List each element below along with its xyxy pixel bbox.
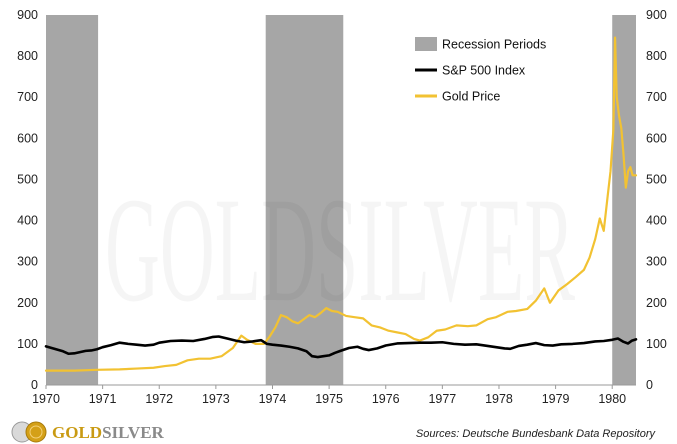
y-tick-right-label: 100 <box>646 337 667 351</box>
y-tick-left-label: 200 <box>17 296 38 310</box>
y-tick-right-label: 800 <box>646 49 667 63</box>
y-tick-left-label: 700 <box>17 90 38 104</box>
y-tick-right-label: 700 <box>646 90 667 104</box>
source-note: Sources: Deutsche Bundesbank Data Reposi… <box>416 428 657 440</box>
goldsilver-logo: GOLDSILVER <box>11 421 165 443</box>
legend-label-recession-periods: Recession Periods <box>442 38 546 52</box>
y-tick-right-label: 900 <box>646 8 667 22</box>
recession-bands <box>46 15 636 385</box>
y-tick-left-label: 600 <box>17 131 38 145</box>
gold-price-line <box>44 36 638 372</box>
x-tick-label: 1980 <box>598 392 626 406</box>
sp500-line <box>44 335 638 359</box>
x-tick-label: 1974 <box>259 392 287 406</box>
x-tick-label: 1979 <box>542 392 570 406</box>
recession-band-2 <box>265 15 344 385</box>
logo-silver-text: SILVER <box>102 423 164 442</box>
legend-label-gold-price: Gold Price <box>442 90 500 104</box>
logo-gold-text: GOLD <box>52 423 102 442</box>
y-tick-right-label: 600 <box>646 131 667 145</box>
axes: 0 100 200 300 400 500 600 700 800 900 0 100 200 300 40… <box>17 8 667 406</box>
recession-band-1 <box>46 15 99 385</box>
legend-label-s-p-500-index: S&P 500 Index <box>442 64 526 78</box>
y-tick-left-label: 400 <box>17 214 38 228</box>
x-tick-label: 1976 <box>372 392 400 406</box>
legend-swatch-recession-periods <box>415 37 437 51</box>
x-tick-label: 1978 <box>485 392 513 406</box>
y-tick-left-label: 0 <box>31 378 38 392</box>
y-tick-left-label: 100 <box>17 337 38 351</box>
coin-icon <box>11 421 47 443</box>
x-tick-label: 1970 <box>32 392 60 406</box>
y-tick-right-label: 400 <box>646 214 667 228</box>
y-tick-left-label: 800 <box>17 49 38 63</box>
y-tick-right-label: 0 <box>646 378 653 392</box>
x-tick-label: 1975 <box>315 392 343 406</box>
y-tick-right-label: 200 <box>646 296 667 310</box>
x-tick-label: 1971 <box>89 392 117 406</box>
legend: Recession Periods S&P 500 Index Gold Price <box>415 37 546 104</box>
y-tick-right-label: 500 <box>646 172 667 186</box>
x-tick-label: 1977 <box>428 392 456 406</box>
y-tick-left-label: 300 <box>17 255 38 269</box>
x-tick-label: 1972 <box>145 392 173 406</box>
logo-text: GOLDSILVER <box>52 423 165 442</box>
x-tick-label: 1973 <box>202 392 230 406</box>
series-lines <box>44 36 638 372</box>
y-tick-right-label: 300 <box>646 255 667 269</box>
y-tick-left-label: 500 <box>17 172 38 186</box>
watermark: GOLDSILVER <box>105 167 575 333</box>
y-tick-left-label: 900 <box>17 8 38 22</box>
